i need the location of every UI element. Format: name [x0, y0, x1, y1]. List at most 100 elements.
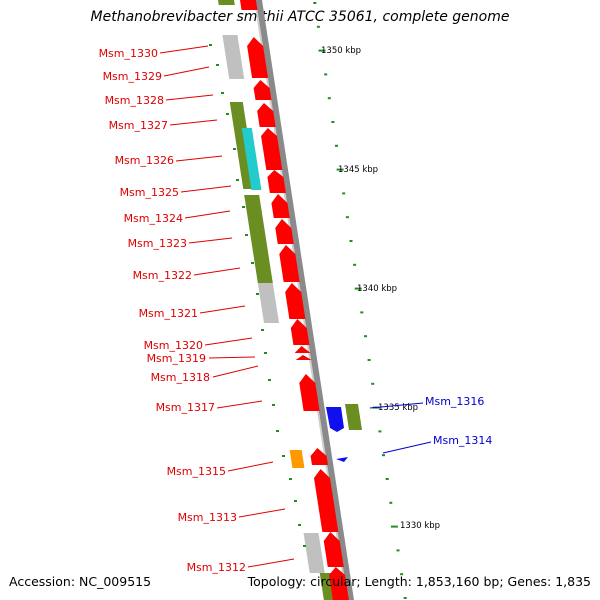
- gene-label: Msm_1323: [128, 237, 187, 250]
- feature-blocks: [218, 0, 337, 600]
- cds-arrow: [261, 128, 283, 170]
- ruler-minor-tick: [371, 382, 375, 385]
- ruler-major-tick: [354, 287, 362, 290]
- ruler-minor-tick: [353, 263, 357, 266]
- feature-dot: [242, 206, 245, 208]
- cds-arrow: [299, 374, 320, 411]
- leader-line: [238, 508, 286, 518]
- ruler-minor-tick: [324, 73, 328, 76]
- ruler-minor-tick: [367, 359, 371, 361]
- gene-label: Msm_1322: [133, 269, 192, 282]
- ruler-minor-tick: [396, 549, 400, 552]
- cds-arrow: [279, 245, 300, 282]
- ruler-label: 1340 kbp: [357, 284, 397, 294]
- feature-dot: [289, 478, 292, 480]
- ruler-label: 1350 kbp: [321, 46, 361, 56]
- accession-text: Accession: NC_009515: [9, 574, 152, 589]
- leader-line: [184, 210, 231, 219]
- right-leader-lines: [369, 402, 432, 454]
- leader-line: [159, 45, 209, 54]
- ruler-minor-tick: [316, 25, 320, 28]
- leader-line: [188, 237, 233, 244]
- feature-dot: [226, 113, 229, 115]
- leader-line: [204, 337, 253, 346]
- feature-grey: [222, 35, 245, 79]
- leader-line: [175, 155, 223, 162]
- gene-label: Msm_1316: [425, 395, 484, 408]
- feature-dot: [282, 455, 285, 457]
- ruler-minor-tick: [331, 121, 335, 123]
- ruler-ticks: [209, 2, 407, 599]
- gene-label: Msm_1328: [105, 94, 164, 107]
- ruler-minor-tick: [403, 597, 407, 599]
- cds-arrow: [295, 355, 312, 360]
- cds-arrow: [290, 319, 310, 345]
- gene-label: Msm_1312: [187, 561, 246, 574]
- ruler-label: 1335 kbp: [378, 403, 418, 413]
- ruler-minor-tick: [360, 311, 364, 314]
- feature-orange: [289, 450, 305, 468]
- cds-arrow: [294, 346, 311, 353]
- leader-line: [208, 356, 256, 359]
- gene-label: Msm_1315: [167, 465, 226, 478]
- gene-label: Msm_1320: [144, 339, 203, 352]
- ruler-minor-tick: [385, 478, 389, 480]
- feature-dot: [276, 430, 279, 432]
- reverse-cds-small: [336, 457, 348, 462]
- feature-dot: [272, 404, 275, 406]
- leader-line: [169, 119, 218, 126]
- ruler-minor-tick: [335, 144, 338, 147]
- leader-line: [369, 402, 424, 409]
- ruler-label: 1330 kbp: [400, 521, 440, 531]
- cds-arrow: [247, 37, 269, 78]
- cds-arrow: [323, 532, 344, 567]
- leader-line: [199, 305, 246, 314]
- gene-label: Msm_1314: [433, 434, 492, 447]
- genome-summary: Topology: circular; Length: 1,853,160 bp…: [247, 574, 591, 589]
- ruler-major-tick: [390, 525, 398, 528]
- ruler-minor-tick: [364, 335, 367, 338]
- feature-dot: [251, 262, 254, 264]
- gene-label: Msm_1327: [109, 119, 168, 132]
- cds-arrow: [271, 194, 290, 218]
- feature-dot: [245, 234, 248, 236]
- gene-label: Msm_1324: [124, 212, 183, 225]
- feature-dot: [256, 293, 259, 295]
- leader-line: [382, 441, 432, 454]
- cds-arrow: [275, 219, 294, 244]
- feature-dot: [268, 379, 271, 381]
- feature-dot: [298, 524, 301, 526]
- feature-dot: [233, 148, 236, 150]
- feature-dot: [216, 64, 219, 66]
- gene-label: Msm_1326: [115, 154, 174, 167]
- ruler-minor-tick: [327, 97, 331, 100]
- gene-label: Msm_1318: [151, 371, 210, 384]
- gene-label: Msm_1321: [139, 307, 198, 320]
- feature-olive-right: [345, 404, 362, 430]
- left-leader-lines: [159, 45, 295, 568]
- gene-label: Msm_1330: [99, 47, 158, 60]
- feature-olive: [244, 195, 273, 283]
- cds-arrow: [285, 283, 306, 319]
- right-gene-labels: Msm_1316 Msm_1314: [425, 395, 492, 447]
- ruler-label: 1345 kbp: [338, 165, 378, 175]
- feature-dot: [264, 352, 267, 354]
- cds-arrow: [253, 80, 272, 100]
- leader-line: [180, 185, 232, 193]
- left-gene-labels: Msm_1330 Msm_1329 Msm_1328 Msm_1327 Msm_…: [99, 47, 246, 574]
- leader-line: [212, 365, 259, 378]
- ruler-minor-tick: [378, 430, 382, 433]
- feature-dot: [261, 329, 264, 331]
- feature-dot: [236, 179, 239, 181]
- cds-arrow: [257, 103, 276, 127]
- ruler-minor-tick: [389, 501, 393, 504]
- cds-arrow: [310, 448, 328, 465]
- cds-arrow: [267, 170, 286, 193]
- leader-line: [163, 66, 210, 77]
- feature-dot: [209, 44, 212, 46]
- ruler-major-tick: [318, 49, 326, 52]
- gene-label: Msm_1325: [120, 186, 179, 199]
- gene-label: Msm_1317: [156, 401, 215, 414]
- gene-label: Msm_1313: [178, 511, 237, 524]
